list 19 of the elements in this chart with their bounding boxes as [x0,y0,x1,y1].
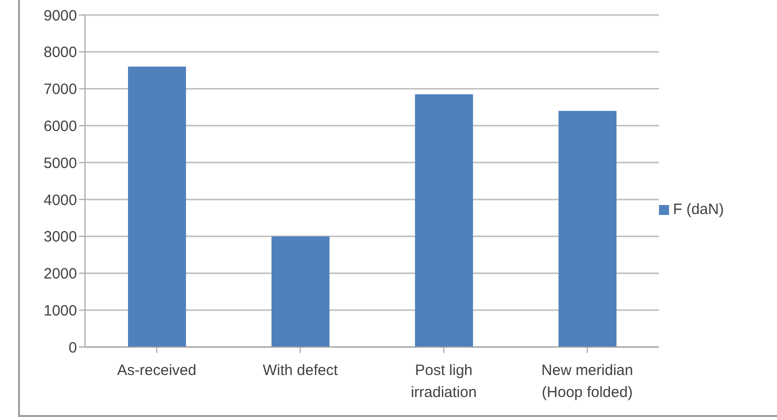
y-tick-label: 6000 [44,118,77,135]
y-tick-label: 2000 [44,266,77,283]
bar [272,236,330,347]
y-tick-label: 9000 [44,7,77,24]
y-tick-label: 3000 [44,228,77,246]
y-tick-label: 4000 [44,192,77,209]
bar [558,110,616,347]
y-tick-label: 1000 [44,302,77,320]
x-tick-label: With defect [262,362,339,379]
bar [415,94,473,347]
y-tick-label: 5000 [44,154,77,172]
x-tick-label: As-received [117,362,196,379]
x-tick-label: New meridian (Hoop folded) [541,362,634,401]
y-tick-label: 8000 [44,44,77,62]
bar [128,66,186,347]
legend-label: F (daN) [673,201,724,218]
y-tick-label: 7000 [44,81,77,98]
x-tick-label: Post ligh irradiation [410,362,477,401]
y-tick-label: 0 [68,339,77,356]
